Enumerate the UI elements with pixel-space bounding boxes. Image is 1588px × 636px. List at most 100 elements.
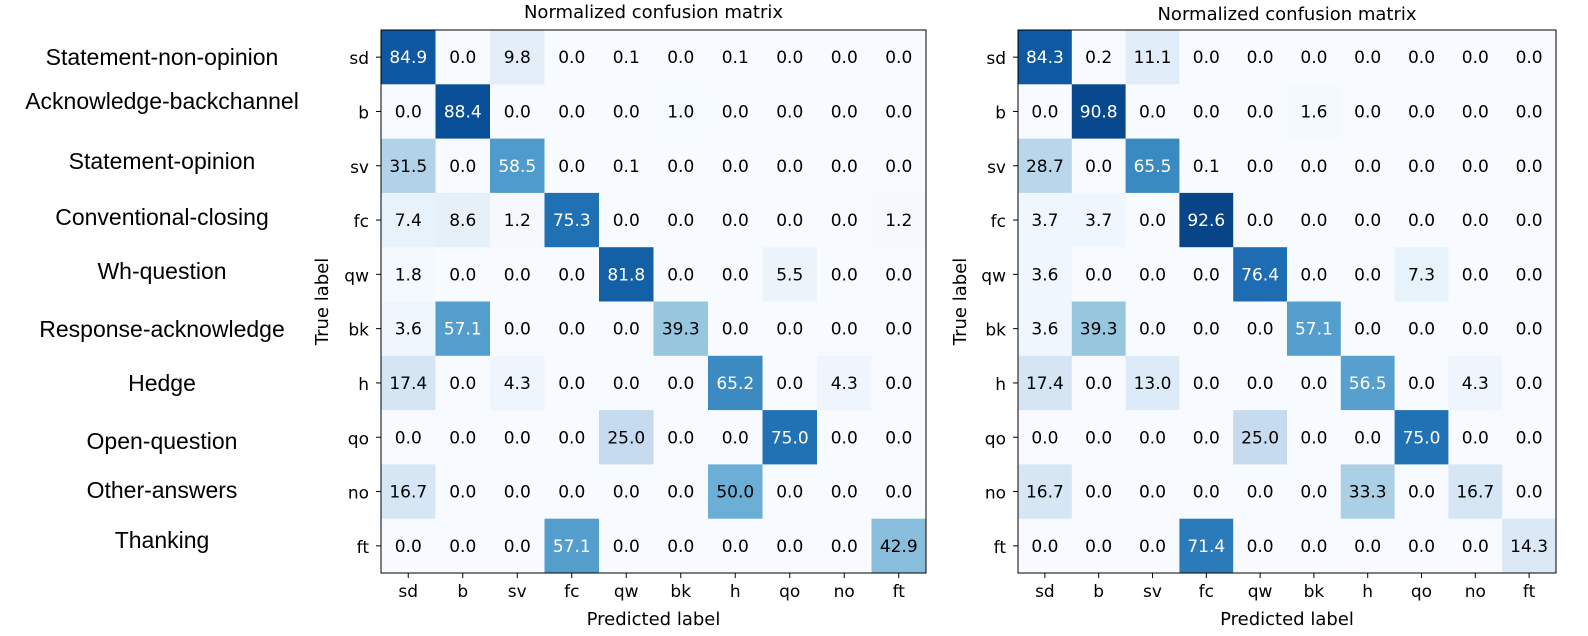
y-tick-label: qw [981, 266, 1006, 286]
heatmap-cell [1233, 518, 1288, 574]
cell-value-label: 0.0 [613, 211, 640, 231]
heatmap-cell [1287, 247, 1342, 302]
x-tick-label: b [1093, 582, 1104, 602]
heatmap-cell [1071, 247, 1127, 302]
cell-value-label: 0.0 [722, 265, 749, 285]
heatmap-cell [653, 84, 709, 140]
heatmap-cell [1394, 192, 1449, 248]
cell-value-label: 57.1 [553, 537, 591, 557]
cell-value-label: 0.0 [1408, 48, 1435, 68]
cell-value-label: 75.3 [553, 211, 591, 231]
heatmap-cell [599, 518, 654, 574]
cell-value-label: 0.0 [667, 211, 694, 231]
cell-value-label: 65.2 [716, 374, 754, 394]
heatmap-cell [599, 355, 654, 411]
heatmap-cell [599, 138, 654, 194]
heatmap-cell [708, 355, 763, 411]
heatmap-cell [1018, 30, 1073, 85]
y-tick-label: fc [991, 212, 1006, 232]
heatmap-cell [653, 138, 709, 194]
heatmap-cell [490, 355, 545, 411]
y-tick-label: h [995, 375, 1006, 395]
heatmap-cell [1179, 301, 1234, 357]
cell-value-label: 0.0 [885, 265, 912, 285]
cell-value-label: 5.5 [776, 265, 803, 285]
cell-value-label: 0.0 [1462, 211, 1489, 231]
cell-value-label: 0.0 [831, 483, 858, 503]
heatmap-cell [1394, 138, 1449, 194]
cell-value-label: 0.0 [885, 102, 912, 122]
heatmap-cell [1018, 355, 1073, 411]
cell-value-label: 0.0 [1408, 537, 1435, 557]
heatmap-cell [817, 355, 872, 411]
cell-value-label: 0.0 [722, 157, 749, 177]
cell-value-label: 0.0 [1408, 157, 1435, 177]
heatmap-cell [490, 30, 545, 85]
heatmap-cell [708, 30, 763, 85]
heatmap-cell [871, 410, 927, 465]
x-tick-label: bk [670, 582, 691, 602]
heatmap-cell [435, 138, 491, 194]
heatmap-cell [871, 301, 927, 357]
cell-value-label: 0.0 [1462, 48, 1489, 68]
heatmap-cell [1071, 30, 1127, 85]
cell-value-label: 0.0 [395, 102, 422, 122]
cell-value-label: 0.0 [1139, 211, 1166, 231]
x-tick-label: qo [1411, 582, 1432, 602]
cell-value-label: 0.0 [1300, 48, 1327, 68]
cell-value-label: 76.4 [1241, 265, 1279, 285]
heatmap-cell [1179, 84, 1234, 140]
cell-value-label: 0.0 [449, 48, 476, 68]
cell-value-label: 0.0 [1193, 428, 1220, 448]
cell-value-label: 13.0 [1134, 374, 1172, 394]
heatmap-cell [1502, 138, 1557, 194]
y-tick-label: b [358, 103, 369, 123]
cell-value-label: 0.0 [1139, 265, 1166, 285]
x-axis-label: Predicted label [1220, 609, 1354, 630]
cell-value-label: 0.0 [558, 48, 585, 68]
heatmap-cell [1394, 301, 1449, 357]
heatmap-cell [599, 84, 654, 140]
cell-value-label: 0.0 [1516, 211, 1543, 231]
cell-value-label: 0.0 [558, 320, 585, 340]
x-tick-label: sd [398, 582, 418, 602]
cell-value-label: 0.0 [1247, 374, 1274, 394]
heatmap-cell [1125, 518, 1180, 574]
heatmap-cell [1287, 30, 1342, 85]
heatmap-cell [435, 30, 491, 85]
heatmap-cell [544, 301, 600, 357]
dialogue-act-name-list: Statement-non-opinion Acknowledge-backcha… [25, 44, 299, 553]
cell-value-label: 0.0 [831, 428, 858, 448]
heatmap-cell [1071, 410, 1127, 465]
cell-value-label: 65.5 [1134, 157, 1172, 177]
cell-value-label: 0.0 [613, 102, 640, 122]
cell-value-label: 17.4 [1026, 374, 1064, 394]
cell-value-label: 0.0 [1139, 428, 1166, 448]
cell-value-label: 16.7 [389, 483, 427, 503]
heatmap-cell [1340, 301, 1396, 357]
heatmap-cell [1233, 138, 1288, 194]
cell-value-label: 0.0 [504, 483, 531, 503]
cell-value-label: 0.0 [1462, 157, 1489, 177]
heatmap-cell [708, 84, 763, 140]
cell-value-label: 0.0 [1408, 320, 1435, 340]
heatmap-cell [1340, 192, 1396, 248]
heatmap-cell [817, 247, 872, 302]
cell-value-label: 88.4 [444, 102, 482, 122]
cell-value-label: 0.0 [885, 157, 912, 177]
cell-value-label: 0.0 [1247, 102, 1274, 122]
heatmap-cell [817, 464, 872, 520]
heatmap-cell [1018, 247, 1073, 302]
heatmap-cell [762, 301, 818, 357]
x-tick-label: qo [779, 582, 800, 602]
heatmap-cell [435, 301, 491, 357]
cell-value-label: 0.0 [1300, 483, 1327, 503]
cell-value-label: 0.0 [504, 537, 531, 557]
heatmap-cell [762, 138, 818, 194]
cell-value-label: 4.3 [504, 374, 531, 394]
heatmap-cell [1179, 247, 1234, 302]
heatmap-cell [1502, 84, 1557, 140]
cell-value-label: 0.0 [395, 537, 422, 557]
heatmap-cell [1287, 84, 1342, 140]
cell-value-label: 0.0 [1300, 211, 1327, 231]
